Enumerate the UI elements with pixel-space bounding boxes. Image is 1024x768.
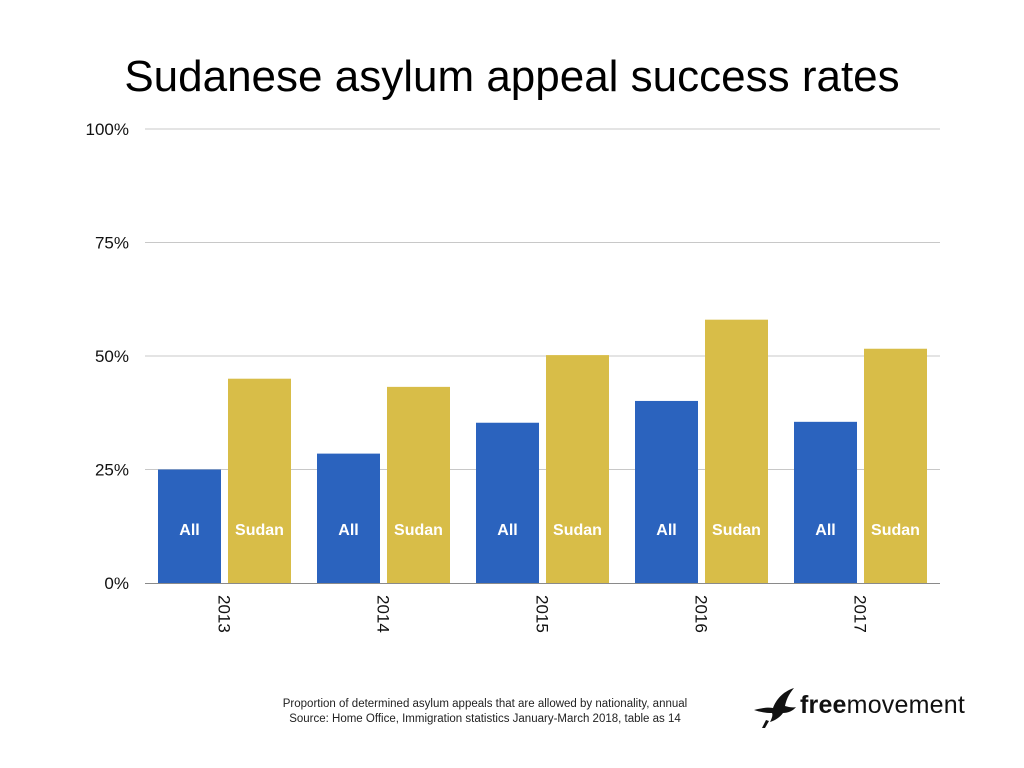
x-tick-label-2014: 2014 [374,595,393,633]
logo-word-movement: movement [846,691,965,719]
freemovement-logo: freemovement [752,686,982,734]
bird-logo-icon [754,688,796,728]
x-tick-label-2013: 2013 [215,595,234,633]
y-tick-label-25: 25% [95,461,129,480]
bar-sudan-2016 [705,319,768,583]
bar-sudan-2017 [864,348,927,583]
bar-label-sudan-2014: Sudan [394,522,443,539]
bar-label-sudan-2017: Sudan [871,522,920,539]
bar-all-2015 [476,422,539,583]
y-tick-label-50: 50% [95,347,129,366]
bar-all-2017 [794,421,857,583]
bar-label-sudan-2015: Sudan [553,522,602,539]
bar-label-all-2013: All [179,522,199,539]
bar-label-all-2016: All [656,522,676,539]
x-tick-label-2015: 2015 [533,595,552,633]
bar-label-sudan-2016: Sudan [712,522,761,539]
chart-title: Sudanese asylum appeal success rates [124,52,900,101]
chart-caption-source: Source: Home Office, Immigration statist… [289,713,681,725]
y-tick-label-0: 0% [104,574,129,593]
chart-caption-description: Proportion of determined asylum appeals … [282,698,688,710]
logo-word-free: free [800,691,847,719]
bar-label-sudan-2013: Sudan [235,522,284,539]
bar-sudan-2013 [228,378,291,583]
bar-chart: 0% 25% 50% 75% 100% All Sudan 2013 All Sudan 2014 A… [86,120,940,633]
x-tick-label-2017: 2017 [851,595,870,633]
bar-all-2013 [158,469,221,583]
y-tick-label-75: 75% [95,234,129,253]
y-tick-label-100: 100% [86,120,129,139]
bar-label-all-2014: All [338,522,358,539]
logo-wordmark: freemovement [800,691,965,720]
bar-all-2016 [635,400,698,583]
x-tick-label-2016: 2016 [692,595,711,633]
bar-sudan-2015 [546,355,609,583]
bar-all-2014 [317,453,380,583]
bar-label-all-2017: All [815,522,835,539]
bar-label-all-2015: All [497,522,517,539]
bar-sudan-2014 [387,386,450,583]
